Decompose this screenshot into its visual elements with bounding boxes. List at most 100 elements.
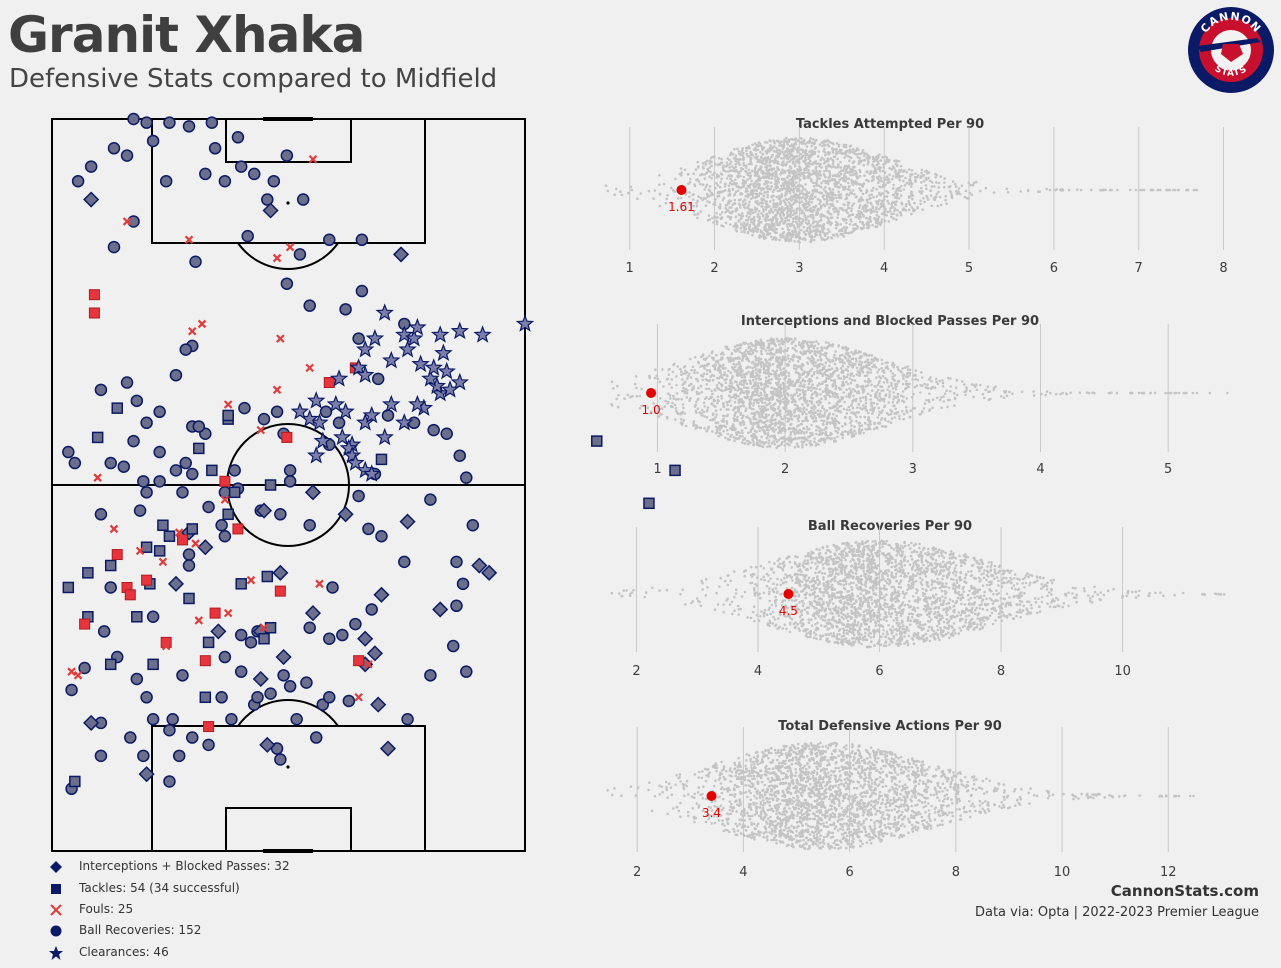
swarm-dot (617, 393, 620, 397)
swarm-dot (729, 177, 732, 181)
foul-point (197, 319, 207, 329)
swarm-dot (818, 199, 822, 202)
swarm-dot (836, 420, 840, 424)
swarm-dot (670, 386, 673, 389)
penalty-spot-top (286, 201, 290, 205)
legend-fouls: Fouls: 25 (48, 900, 348, 920)
swarm-dot (810, 239, 813, 242)
clearance-point (450, 372, 470, 391)
swarm-dot (881, 375, 885, 378)
ball-recovery-point (169, 464, 183, 477)
swarm-dot (746, 192, 750, 196)
swarm-dot (886, 181, 889, 184)
swarm-dot (809, 195, 812, 199)
swarm-dot (855, 147, 859, 150)
swarm-dot (762, 347, 766, 350)
swarm-dot (712, 398, 716, 402)
swarm-dot (867, 160, 870, 164)
swarm-dot (775, 221, 778, 224)
swarm-dot (774, 180, 778, 183)
tackle-point (261, 570, 274, 583)
swarm-dot (831, 204, 834, 207)
ball-recovery-point (267, 174, 281, 188)
swarm-dot (899, 213, 903, 217)
swarm-dot (706, 406, 710, 409)
swarm-dot (833, 155, 837, 159)
swarm-dot (730, 179, 734, 183)
swarm-dot (754, 170, 757, 174)
clearance-point (362, 405, 381, 424)
swarm-dot (763, 391, 767, 394)
swarm-dot (694, 168, 698, 171)
clearance-point (411, 354, 430, 373)
swarm-dot (845, 193, 848, 197)
swarm-dot (887, 202, 891, 205)
swarm-dot (813, 414, 816, 418)
swarm-dot (870, 189, 873, 192)
swarm-dot (807, 191, 811, 194)
tick-label: 5 (965, 261, 973, 276)
ball-recovery-point (137, 749, 150, 763)
swarm-dot (721, 211, 724, 214)
swarm-dot (787, 219, 791, 222)
swarm-dot (759, 346, 763, 349)
swarm-dot (773, 393, 776, 396)
swarm-dot (751, 143, 754, 147)
swarm-dot (992, 191, 996, 194)
ball-recovery-point (179, 456, 192, 470)
ball-recovery-point (332, 416, 346, 430)
swarm-dot (824, 181, 828, 185)
swarm-dot (774, 371, 777, 375)
swarm-dot (855, 359, 858, 363)
swarm-dot (927, 378, 931, 381)
swarm-dot (857, 403, 861, 407)
swarm-dot (844, 169, 848, 173)
swarm-dot (901, 390, 905, 393)
swarm-dot (757, 443, 760, 446)
swarm-dot (804, 238, 807, 241)
swarm-dot (885, 189, 888, 193)
ball-recovery-point (215, 691, 228, 704)
swarm-dot (783, 201, 787, 204)
swarm-dot (777, 168, 781, 172)
swarm-dot (798, 201, 802, 205)
swarm-dot (744, 407, 748, 410)
swarm-dot (666, 402, 669, 405)
swarm-dot (1149, 391, 1152, 395)
swarm-dot (810, 144, 814, 148)
swarm-dot (799, 223, 802, 227)
swarm-dot (818, 177, 822, 180)
swarm-dot (875, 396, 879, 400)
ball-recovery-point (225, 712, 238, 726)
swarm-dot (732, 408, 735, 412)
swarm-dot (794, 212, 797, 215)
swarm-dot (909, 180, 912, 183)
swarm-dot (812, 208, 816, 212)
swarm-dot (880, 425, 884, 428)
swarm-dot (782, 160, 785, 163)
swarm-dot (725, 374, 729, 377)
swarm-dot (707, 188, 711, 192)
swarm-dot (831, 177, 834, 181)
swarm-dot (878, 394, 881, 398)
swarm-dot (919, 202, 922, 206)
swarm-dot (924, 170, 927, 173)
swarm-dot (840, 207, 844, 210)
swarm-dot (804, 232, 807, 236)
swarm-dot (805, 145, 809, 148)
swarm-dot (929, 194, 933, 197)
ball-recovery-point (453, 449, 467, 462)
clearance-point (408, 317, 427, 336)
swarm-dot (758, 178, 762, 182)
swarm-dot (794, 400, 797, 404)
swarm-dot (823, 441, 826, 444)
swarm-dot (728, 394, 731, 398)
swarm-dot (680, 370, 683, 374)
swarm-dot (904, 375, 908, 378)
swarm-dot (760, 365, 763, 368)
ball-recovery-point (257, 412, 271, 426)
swarm-dot (757, 209, 761, 213)
swarm-dot (715, 384, 719, 387)
swarm-dot (1192, 188, 1196, 192)
